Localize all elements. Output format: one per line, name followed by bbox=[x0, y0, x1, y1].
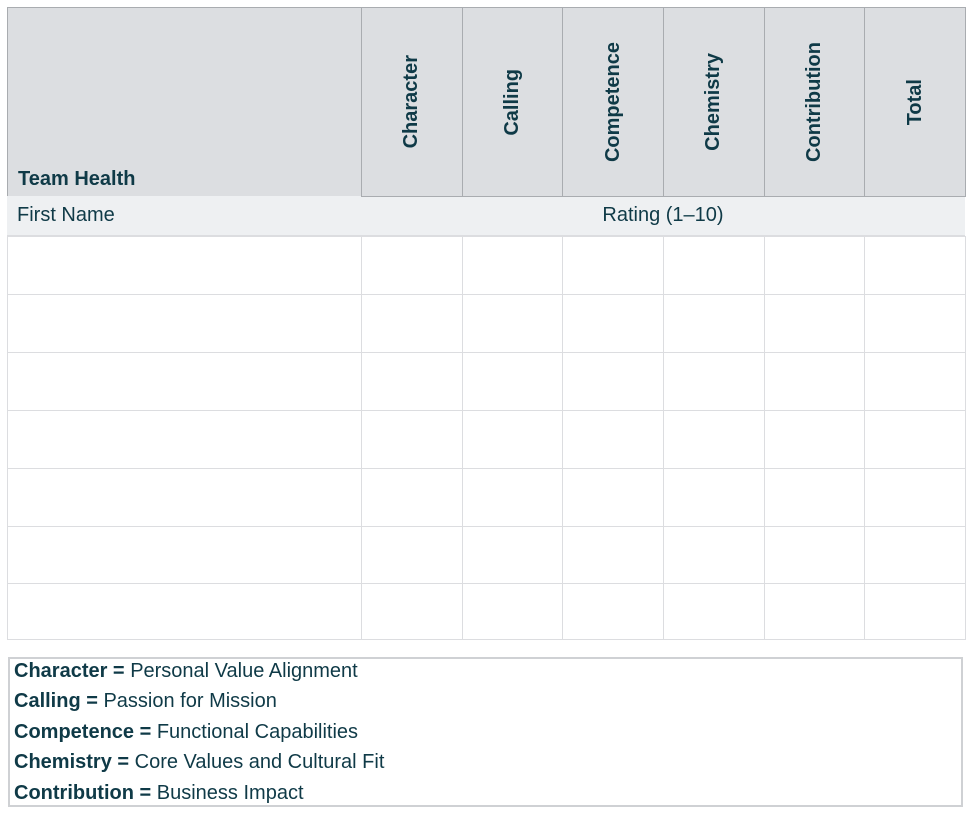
rating-cell bbox=[864, 468, 966, 527]
rating-cell bbox=[663, 236, 765, 295]
column-header: Contribution bbox=[763, 7, 866, 197]
rating-cell bbox=[361, 468, 463, 527]
column-header-text: Total bbox=[903, 78, 926, 126]
rating-cell bbox=[663, 526, 765, 584]
rating-cell bbox=[763, 583, 866, 640]
name-cell bbox=[7, 294, 362, 353]
legend-box bbox=[8, 657, 963, 807]
rating-cell bbox=[763, 236, 866, 295]
legend-definition: Personal Value Alignment bbox=[130, 660, 358, 682]
legend-term: Competence = bbox=[14, 720, 152, 743]
legend-definition: Core Values and Cultural Fit bbox=[134, 751, 385, 774]
legend-row: Calling = Passion for Mission bbox=[14, 690, 277, 713]
rating-cell bbox=[663, 468, 765, 527]
rating-cell bbox=[763, 294, 866, 353]
rating-cell bbox=[461, 583, 564, 640]
column-header-text: Character bbox=[400, 55, 423, 149]
rating-cell bbox=[864, 583, 966, 640]
column-header: Competence bbox=[562, 7, 664, 197]
legend-definition: Business Impact bbox=[156, 781, 304, 804]
rating-cell bbox=[461, 468, 564, 527]
column-header: Chemistry bbox=[663, 7, 765, 197]
rating-cell bbox=[864, 526, 966, 584]
rating-cell bbox=[562, 352, 664, 411]
column-header-text: Calling bbox=[500, 68, 523, 136]
rating-cell bbox=[562, 468, 664, 527]
rating-cell bbox=[763, 352, 866, 411]
rating-cell bbox=[864, 410, 966, 469]
team-health-table: Team Health First Name Rating (1–10) Cha… bbox=[7, 7, 966, 640]
legend-term: Character = bbox=[14, 660, 125, 682]
rating-cell bbox=[864, 294, 966, 353]
legend-definition: Passion for Mission bbox=[103, 690, 277, 713]
rating-cell bbox=[361, 236, 463, 295]
rating-cell bbox=[461, 294, 564, 353]
column-header-text: Contribution bbox=[802, 42, 825, 162]
column-header: Character bbox=[361, 7, 463, 197]
rating-cell bbox=[864, 236, 966, 295]
column-header-text: Competence bbox=[601, 41, 624, 163]
rating-label: Rating (1–10) bbox=[602, 204, 724, 226]
name-cell bbox=[7, 410, 362, 469]
rating-cell bbox=[663, 352, 765, 411]
legend-row: Contribution = Business Impact bbox=[14, 782, 304, 805]
name-cell bbox=[7, 583, 362, 640]
rating-cell bbox=[461, 236, 564, 295]
rating-cell bbox=[361, 526, 463, 584]
name-cell bbox=[7, 526, 362, 584]
legend-term: Chemistry = bbox=[14, 751, 130, 774]
rating-cell bbox=[461, 410, 564, 469]
name-label: First Name bbox=[17, 204, 115, 226]
rating-cell bbox=[663, 410, 765, 469]
rating-cell bbox=[663, 294, 765, 353]
subheader-row: First Name Rating (1–10) bbox=[7, 196, 965, 236]
rating-cell bbox=[562, 236, 664, 295]
rating-cell bbox=[361, 583, 463, 640]
rating-cell bbox=[361, 410, 463, 469]
rating-cell bbox=[562, 410, 664, 469]
rating-cell bbox=[361, 352, 463, 411]
legend-row: Chemistry = Core Values and Cultural Fit bbox=[14, 751, 384, 774]
rating-cell bbox=[763, 526, 866, 584]
name-cell bbox=[7, 468, 362, 527]
legend-term: Contribution = bbox=[14, 781, 152, 804]
rating-cell bbox=[763, 468, 866, 527]
legend-row: Competence = Functional Capabilities bbox=[14, 721, 358, 744]
rating-cell bbox=[361, 294, 463, 353]
rating-cell bbox=[663, 583, 765, 640]
rating-cell bbox=[461, 526, 564, 584]
legend-definition: Functional Capabilities bbox=[156, 720, 359, 743]
rating-cell bbox=[562, 526, 664, 584]
table-title: Team Health bbox=[18, 168, 136, 190]
rating-cell bbox=[763, 410, 866, 469]
title-cell: Team Health bbox=[7, 7, 362, 197]
legend-term: Calling = bbox=[14, 690, 98, 713]
rating-cell bbox=[562, 294, 664, 353]
column-header: Total bbox=[864, 7, 966, 197]
legend-row: Character = Personal Value Alignment bbox=[14, 660, 358, 683]
column-header-text: Chemistry bbox=[702, 53, 725, 151]
name-cell bbox=[7, 236, 362, 295]
name-cell bbox=[7, 352, 362, 411]
rating-cell bbox=[562, 583, 664, 640]
rating-cell bbox=[461, 352, 564, 411]
column-header: Calling bbox=[461, 7, 564, 197]
rating-cell bbox=[864, 352, 966, 411]
